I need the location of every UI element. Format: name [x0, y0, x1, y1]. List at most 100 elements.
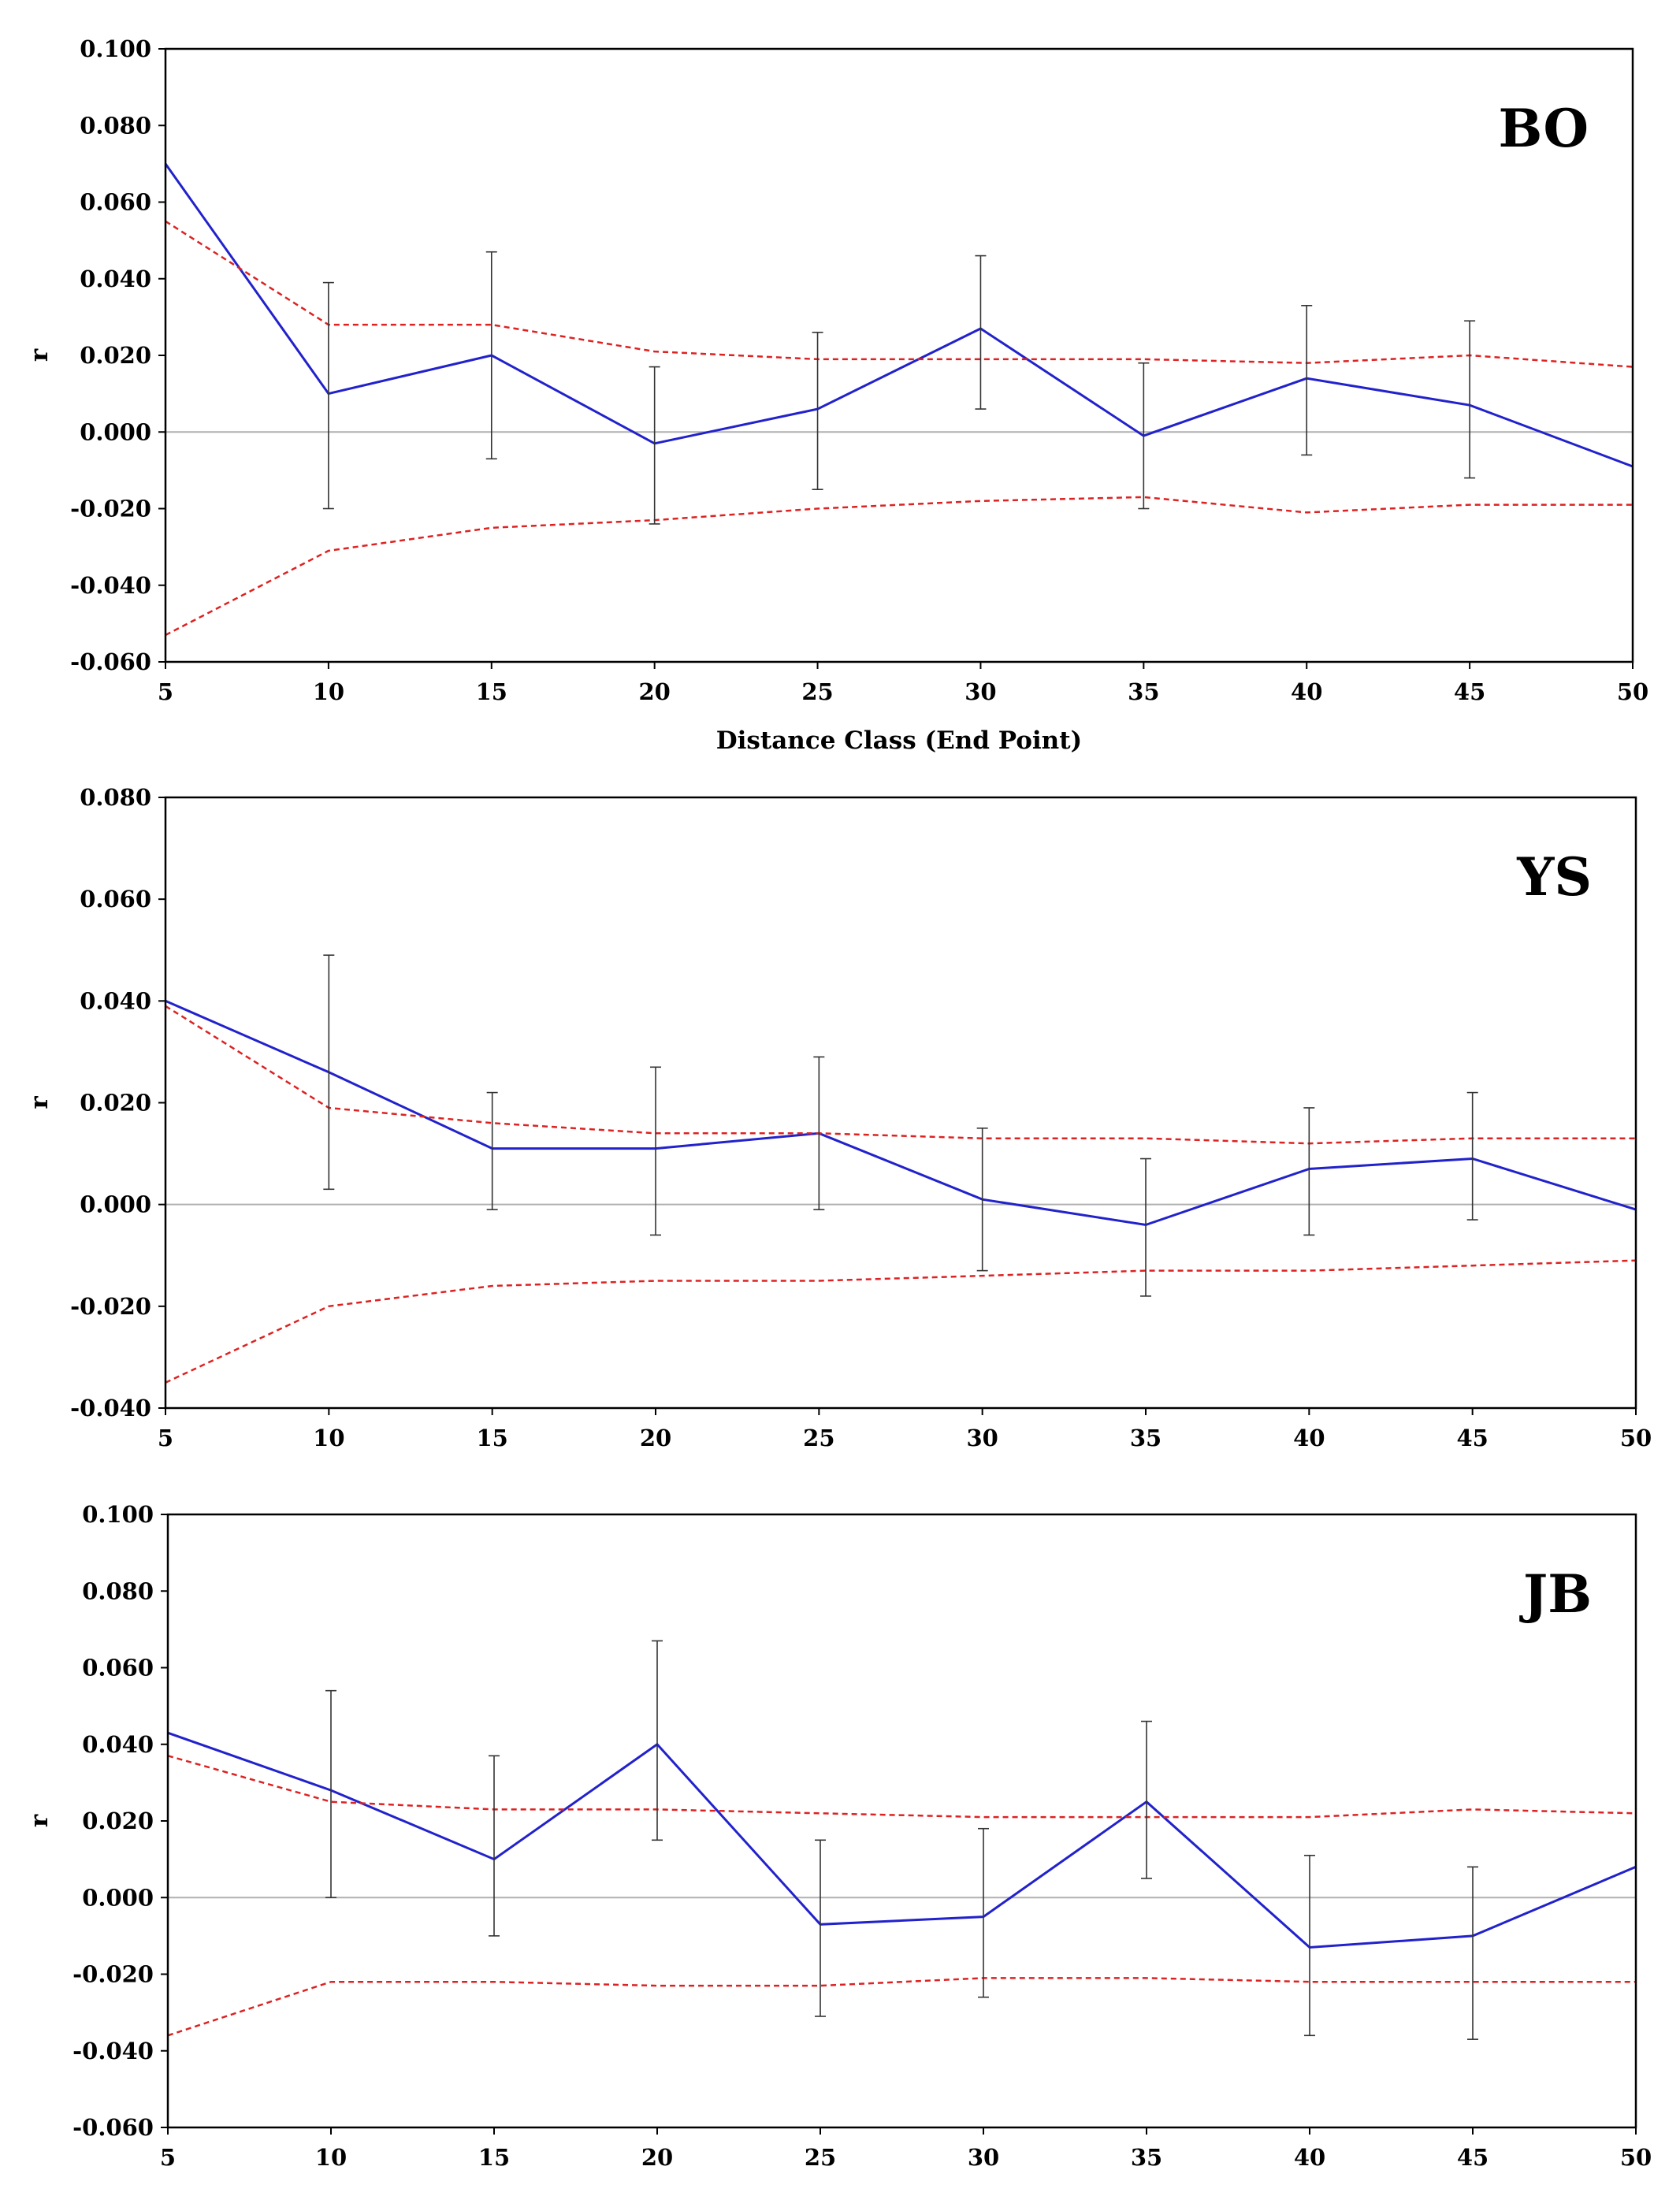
- x-tick-label: 5: [158, 1425, 173, 1451]
- y-tick-label: 0.100: [80, 35, 151, 62]
- error-bar: [1303, 1107, 1315, 1236]
- x-tick-label: 35: [1128, 678, 1159, 705]
- chart-panel-jb: 0.100 0.080 0.060 0.040 0.020 0.000 -0.020 -0.0…: [25, 1501, 1652, 2171]
- series-line-lower-confidence: [165, 1259, 1637, 1384]
- error-bar: [1464, 320, 1476, 479]
- x-tick-label: 25: [803, 1425, 834, 1451]
- series-line-observed: [167, 1731, 1637, 1949]
- x-tick-label: 5: [158, 678, 173, 705]
- x-tick-label: 20: [638, 678, 670, 705]
- y-tick-label: 0.020: [82, 1808, 154, 1834]
- y-tick-label: -0.040: [72, 2038, 154, 2064]
- x-tick-label: 45: [1456, 1425, 1488, 1451]
- x-tick-label: 15: [478, 2144, 510, 2171]
- x-tick-label: 20: [640, 1425, 671, 1451]
- series-line-lower-confidence: [167, 1977, 1636, 2037]
- y-tick-label: -0.040: [70, 1395, 151, 1421]
- y-tick-label: 0.040: [82, 1731, 154, 1758]
- x-tick-label: 30: [968, 2144, 999, 2171]
- x-tick-label: 35: [1130, 1425, 1162, 1451]
- panel-label: YS: [1516, 846, 1592, 908]
- y-tick-label: 0.100: [82, 1501, 154, 1528]
- x-tick-label: 25: [805, 2144, 836, 2171]
- error-bar: [975, 255, 987, 410]
- y-tick-label: 0.080: [80, 112, 151, 139]
- error-bar: [649, 366, 660, 525]
- error-bar: [978, 1827, 989, 1998]
- chart-panel-ys: 0.080 0.060 0.040 0.020 0.000 -0.020 -0.040 5 10…: [25, 784, 1652, 1451]
- y-tick-label: 0.040: [80, 266, 151, 292]
- series-line-lower-confidence: [165, 496, 1633, 637]
- x-axis-title: Distance Class (End Point): [716, 726, 1082, 755]
- y-tick-label: -0.020: [72, 1961, 154, 1988]
- panel-label: JB: [1519, 1563, 1592, 1625]
- y-tick-label: 0.000: [80, 418, 151, 445]
- error-bar: [1304, 1854, 1315, 2037]
- error-bar: [1138, 362, 1150, 510]
- panel-label: BO: [1498, 98, 1589, 159]
- series-line-observed: [164, 163, 1634, 468]
- error-bar: [650, 1066, 661, 1236]
- y-tick-label: -0.060: [72, 2114, 154, 2141]
- x-tick-label: 50: [1620, 1425, 1652, 1451]
- y-axis-title: r: [25, 1814, 54, 1827]
- error-bar: [652, 1640, 663, 1841]
- error-bar: [325, 1689, 336, 1899]
- error-bar: [323, 954, 335, 1191]
- y-tick-label: 0.020: [80, 342, 151, 369]
- x-tick-label: 40: [1291, 678, 1322, 705]
- x-tick-label: 15: [476, 1425, 507, 1451]
- error-bar: [1140, 1157, 1151, 1297]
- x-tick-label: 40: [1294, 2144, 1325, 2171]
- y-tick-label: 0.080: [80, 784, 151, 811]
- x-tick-label: 10: [315, 2144, 347, 2171]
- error-bar: [976, 1127, 988, 1272]
- x-tick-label: 20: [641, 2144, 673, 2171]
- y-tick-label: 0.000: [80, 1191, 151, 1218]
- series-line-upper-confidence: [165, 220, 1634, 368]
- x-tick-label: 10: [313, 678, 344, 705]
- error-bar: [322, 281, 334, 510]
- error-bar: [1467, 1866, 1478, 2040]
- error-bar: [815, 1839, 826, 2017]
- y-tick-label: 0.060: [80, 189, 151, 216]
- x-tick-label: 35: [1131, 2144, 1162, 2171]
- plot-frame: [164, 47, 1634, 663]
- y-axis-title: r: [25, 348, 54, 362]
- error-bar: [1141, 1720, 1152, 1879]
- x-tick-label: 50: [1617, 678, 1648, 705]
- y-tick-label: 0.040: [80, 987, 151, 1014]
- error-bar: [813, 1056, 825, 1210]
- series-line-observed: [165, 999, 1637, 1227]
- error-bar: [486, 1091, 498, 1210]
- x-tick-label: 30: [966, 1425, 998, 1451]
- y-tick-label: 0.020: [80, 1090, 151, 1117]
- x-tick-label: 10: [313, 1425, 344, 1451]
- y-tick-label: -0.040: [70, 572, 151, 599]
- x-tick-label: 30: [965, 678, 996, 705]
- error-bar: [489, 1755, 500, 1937]
- x-tick-label: 15: [476, 678, 507, 705]
- y-tick-label: -0.020: [70, 1293, 151, 1320]
- y-tick-label: -0.060: [70, 648, 151, 675]
- error-bar: [485, 251, 497, 460]
- y-tick-label: 0.000: [82, 1884, 154, 1911]
- x-tick-label: 5: [160, 2144, 176, 2171]
- x-tick-label: 45: [1454, 678, 1485, 705]
- y-tick-label: -0.020: [70, 496, 151, 522]
- chart-panel-bo: 0.100 0.080 0.060 0.040 0.020 0.000 -0.020 -0.0…: [25, 35, 1648, 755]
- y-tick-label: 0.060: [80, 886, 151, 912]
- x-tick-label: 25: [801, 678, 833, 705]
- error-bar: [1466, 1091, 1478, 1221]
- x-tick-label: 50: [1620, 2144, 1652, 2171]
- series-line-upper-confidence: [167, 1755, 1637, 1819]
- series-line-upper-confidence: [165, 1005, 1636, 1145]
- y-axis-title: r: [25, 1096, 54, 1109]
- x-tick-label: 40: [1293, 1425, 1325, 1451]
- error-bar: [1301, 304, 1313, 456]
- error-bar: [812, 332, 823, 490]
- x-tick-label: 45: [1457, 2144, 1489, 2171]
- y-tick-label: 0.080: [82, 1577, 154, 1604]
